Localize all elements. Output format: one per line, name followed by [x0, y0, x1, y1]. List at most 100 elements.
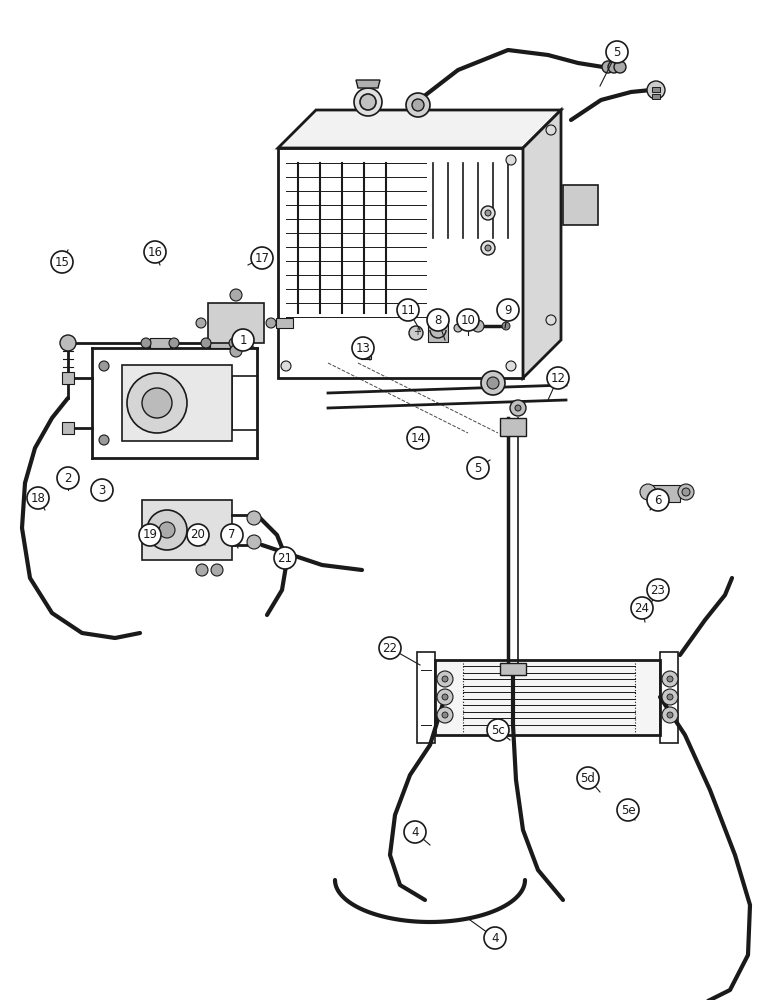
Circle shape — [481, 241, 495, 255]
Circle shape — [640, 484, 656, 500]
Circle shape — [409, 326, 423, 340]
Bar — [361, 347, 371, 359]
Bar — [142, 500, 232, 560]
Circle shape — [577, 767, 599, 789]
Text: +: + — [413, 327, 421, 337]
Circle shape — [497, 299, 519, 321]
Circle shape — [142, 388, 172, 418]
Text: 1: 1 — [239, 334, 246, 347]
Text: 5: 5 — [474, 462, 482, 475]
Text: 9: 9 — [504, 304, 512, 316]
Text: 2: 2 — [64, 472, 72, 485]
Polygon shape — [208, 303, 264, 343]
Circle shape — [667, 694, 673, 700]
Bar — [417, 652, 435, 743]
Text: 15: 15 — [55, 255, 69, 268]
Circle shape — [99, 435, 109, 445]
Circle shape — [481, 371, 505, 395]
Text: 4: 4 — [411, 826, 419, 838]
Circle shape — [457, 309, 479, 331]
Polygon shape — [356, 80, 380, 88]
Text: 10: 10 — [460, 314, 476, 326]
Circle shape — [196, 564, 208, 576]
Circle shape — [274, 547, 296, 569]
Circle shape — [546, 315, 556, 325]
Text: 8: 8 — [434, 314, 441, 326]
Circle shape — [662, 689, 678, 705]
Circle shape — [397, 299, 419, 321]
Circle shape — [602, 61, 614, 73]
Text: 17: 17 — [254, 251, 270, 264]
Circle shape — [169, 338, 179, 348]
Text: 5c: 5c — [491, 724, 505, 736]
Circle shape — [662, 707, 678, 723]
Circle shape — [196, 318, 206, 328]
Text: 12: 12 — [551, 371, 566, 384]
Circle shape — [187, 524, 209, 546]
Text: 5e: 5e — [621, 804, 636, 816]
Circle shape — [647, 579, 669, 601]
Circle shape — [614, 61, 626, 73]
Circle shape — [506, 155, 516, 165]
Circle shape — [229, 338, 239, 348]
Circle shape — [617, 799, 639, 821]
Circle shape — [510, 400, 526, 416]
Circle shape — [360, 94, 376, 110]
Circle shape — [407, 427, 429, 449]
Text: 13: 13 — [356, 342, 370, 355]
Circle shape — [515, 405, 521, 411]
Text: 20: 20 — [190, 528, 205, 542]
Circle shape — [546, 125, 556, 135]
Circle shape — [91, 479, 113, 501]
Circle shape — [667, 712, 673, 718]
Bar — [660, 652, 678, 743]
Polygon shape — [523, 110, 561, 378]
Circle shape — [281, 361, 291, 371]
Circle shape — [406, 93, 430, 117]
Circle shape — [437, 671, 453, 687]
Circle shape — [547, 367, 569, 389]
Circle shape — [485, 210, 491, 216]
Circle shape — [60, 335, 76, 351]
Text: 14: 14 — [410, 432, 426, 444]
Bar — [652, 87, 660, 92]
Circle shape — [487, 377, 499, 389]
Text: 5d: 5d — [580, 772, 595, 784]
Circle shape — [506, 361, 516, 371]
Polygon shape — [563, 185, 598, 225]
Circle shape — [57, 467, 79, 489]
Circle shape — [427, 309, 449, 331]
Bar — [500, 663, 526, 675]
Text: 7: 7 — [229, 528, 236, 542]
Circle shape — [662, 671, 678, 687]
Circle shape — [487, 719, 509, 741]
Circle shape — [606, 41, 628, 63]
Bar — [428, 318, 448, 342]
Circle shape — [266, 318, 276, 328]
Circle shape — [454, 324, 462, 332]
Circle shape — [647, 489, 669, 511]
Circle shape — [631, 597, 653, 619]
Polygon shape — [653, 485, 680, 502]
Text: 6: 6 — [654, 493, 661, 506]
Circle shape — [51, 251, 73, 273]
Circle shape — [412, 99, 424, 111]
Polygon shape — [62, 372, 74, 384]
Bar — [122, 365, 232, 441]
Circle shape — [379, 637, 401, 659]
Circle shape — [608, 61, 620, 73]
Circle shape — [472, 320, 484, 332]
Bar — [500, 418, 526, 436]
Circle shape — [211, 564, 223, 576]
Text: 4: 4 — [491, 932, 498, 944]
Circle shape — [144, 241, 166, 263]
Text: 5: 5 — [613, 45, 621, 58]
Circle shape — [230, 289, 242, 301]
Text: 19: 19 — [143, 528, 158, 542]
Circle shape — [99, 361, 109, 371]
Circle shape — [251, 247, 273, 269]
Text: 22: 22 — [382, 642, 398, 654]
Circle shape — [485, 245, 491, 251]
Circle shape — [678, 484, 694, 500]
Circle shape — [647, 81, 665, 99]
